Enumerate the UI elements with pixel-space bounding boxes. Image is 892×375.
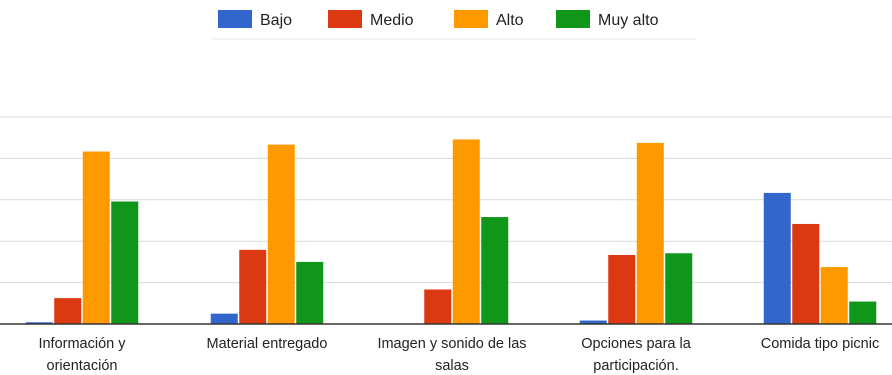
category-label-2: Material entregado [207,336,328,352]
category-label-3: Imagen y sonido de las salas [377,336,526,374]
legend-swatch-alto [454,10,488,28]
category-label-line: Imagen y sonido de las [377,336,526,352]
category-label-line: orientación [47,358,118,374]
category-label-line: salas [435,358,469,374]
category-label-5: Comida tipo picnic [761,336,879,352]
category-label-line: Información y [38,336,126,352]
bar-alto-5 [820,267,848,324]
legend-label-bajo: Bajo [260,12,292,29]
legend: Bajo Medio Alto Muy alto [212,10,696,40]
bar-alto-1 [82,151,110,324]
bar-muy-alto-2 [296,261,324,324]
category-label-line: Material entregado [207,336,328,352]
bars [25,139,877,324]
bar-muy-alto-1 [111,201,139,324]
bar-alto-2 [267,144,295,324]
bar-muy-alto-3 [481,217,509,324]
category-label-1: Información y orientación [38,336,126,374]
bar-medio-3 [424,289,452,324]
bar-bajo-4 [579,320,607,324]
bar-medio-5 [792,223,820,324]
bar-medio-1 [54,298,82,324]
bar-muy-alto-5 [849,301,877,324]
legend-swatch-muy-alto [556,10,590,28]
category-label-line: participación. [593,358,678,374]
category-label-line: Opciones para la [581,336,692,352]
bar-bajo-1 [25,322,53,324]
category-label-line: Comida tipo picnic [761,336,879,352]
bar-alto-3 [452,139,480,324]
gridlines [0,116,892,284]
bar-alto-4 [636,142,664,324]
category-labels: Información y orientación Material entrega… [38,336,879,374]
bar-medio-4 [608,255,636,324]
legend-swatch-bajo [218,10,252,28]
bar-bajo-5 [763,192,791,324]
bar-bajo-2 [210,313,238,324]
legend-label-muy-alto: Muy alto [598,12,659,29]
bar-muy-alto-4 [665,253,693,324]
legend-label-medio: Medio [370,12,414,29]
legend-swatch-medio [328,10,362,28]
bar-medio-2 [239,249,267,324]
legend-label-alto: Alto [496,12,524,29]
category-label-4: Opciones para la participación. [581,336,692,374]
